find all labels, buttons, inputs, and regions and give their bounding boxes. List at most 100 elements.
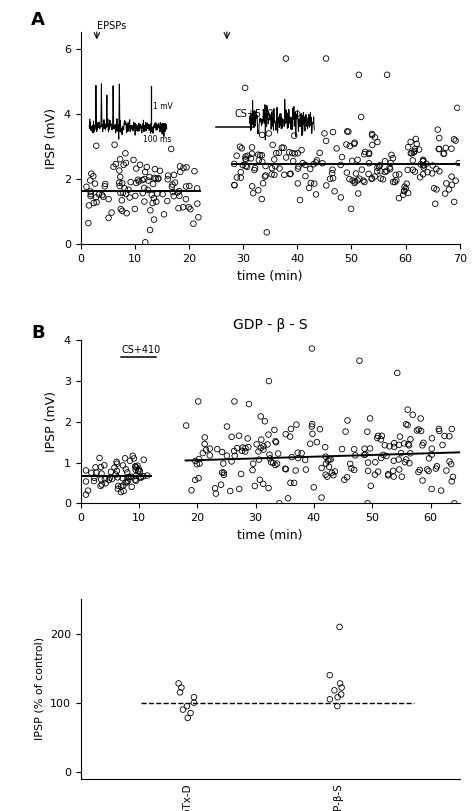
Point	[236, 140, 244, 153]
Point	[397, 447, 405, 460]
Point	[296, 194, 304, 207]
Point	[113, 456, 120, 469]
Point	[242, 152, 249, 165]
Point	[327, 453, 335, 466]
Point	[206, 449, 214, 462]
Point	[390, 175, 397, 188]
Point	[278, 141, 286, 154]
Point	[228, 431, 236, 444]
Point	[404, 164, 411, 177]
Point	[374, 165, 381, 178]
Point	[365, 146, 373, 159]
Point	[288, 147, 296, 160]
Point	[179, 200, 187, 213]
Point	[293, 107, 301, 120]
Point	[255, 453, 263, 466]
Point	[294, 162, 302, 175]
Point	[117, 187, 124, 200]
Point	[199, 447, 207, 460]
Point	[269, 457, 277, 470]
Point	[90, 474, 98, 487]
Point	[360, 448, 368, 461]
Point	[251, 164, 258, 177]
Point	[294, 147, 301, 160]
Point	[117, 203, 125, 216]
Point	[351, 136, 358, 149]
X-axis label: time (min): time (min)	[237, 269, 303, 282]
Point	[449, 470, 457, 483]
Point	[448, 475, 456, 488]
Point	[409, 408, 417, 421]
Point	[380, 448, 387, 461]
Point	[105, 212, 112, 225]
Point	[87, 185, 94, 198]
Point	[237, 467, 245, 480]
Point	[119, 479, 127, 492]
Point	[136, 158, 144, 171]
Point	[124, 471, 131, 484]
Point	[265, 482, 273, 495]
Point	[125, 470, 133, 483]
Point	[368, 127, 376, 140]
Point	[132, 470, 139, 483]
Point	[146, 204, 154, 217]
Point	[448, 178, 456, 191]
Point	[118, 204, 126, 217]
Point	[174, 202, 182, 215]
Y-axis label: IPSP (mV): IPSP (mV)	[45, 108, 58, 169]
Point	[423, 157, 430, 170]
Point	[384, 468, 392, 481]
Point	[238, 444, 246, 457]
Point	[120, 484, 128, 497]
Point	[139, 187, 146, 200]
Point	[309, 427, 316, 440]
Point	[107, 466, 115, 478]
Point	[242, 160, 249, 173]
Point	[433, 162, 440, 175]
Point	[343, 138, 350, 151]
Point	[404, 418, 411, 431]
Point	[171, 176, 179, 189]
Point	[119, 187, 127, 200]
Point	[241, 81, 249, 94]
Point	[141, 165, 149, 178]
Point	[391, 175, 399, 188]
Point	[86, 174, 94, 187]
Point	[228, 455, 236, 468]
Point	[377, 433, 385, 446]
Point	[114, 483, 122, 496]
Point	[407, 147, 415, 160]
Point	[433, 460, 441, 473]
Point	[445, 183, 453, 196]
Point	[298, 144, 305, 157]
Point	[219, 445, 226, 458]
Point	[194, 211, 202, 224]
Point	[450, 195, 458, 208]
X-axis label: time (min): time (min)	[237, 529, 303, 542]
Point	[248, 148, 256, 161]
Point	[290, 155, 297, 168]
Point	[132, 461, 140, 474]
Point	[364, 425, 371, 438]
Point	[266, 452, 274, 465]
Point	[377, 172, 384, 185]
Point	[160, 208, 168, 221]
Point	[269, 139, 276, 152]
Point	[291, 129, 298, 142]
Point	[407, 433, 414, 446]
Point	[440, 148, 447, 161]
Point	[170, 169, 178, 182]
Point	[118, 177, 126, 190]
Point	[346, 173, 353, 186]
Point	[116, 179, 123, 192]
Point	[82, 464, 90, 477]
Point	[323, 470, 331, 483]
Point	[386, 161, 393, 174]
Point	[420, 161, 428, 174]
Point	[82, 475, 90, 488]
Point	[377, 165, 384, 178]
Point	[193, 457, 201, 470]
Point	[258, 192, 265, 205]
Point	[154, 187, 161, 200]
Point	[136, 465, 144, 478]
